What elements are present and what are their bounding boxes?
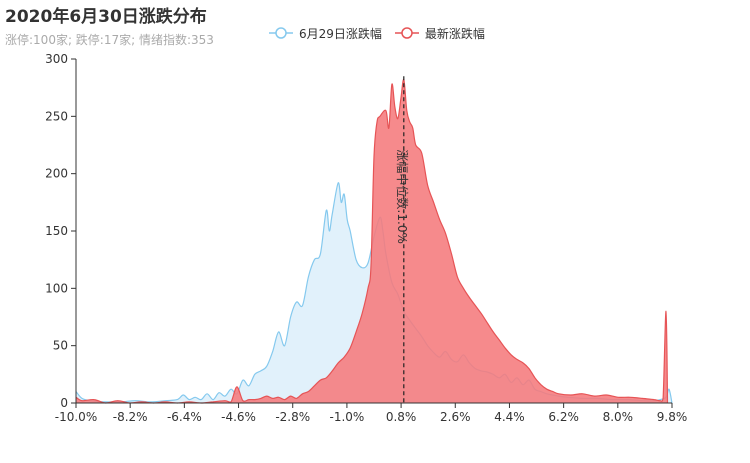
x-tick-label: 9.8% — [657, 410, 688, 424]
legend-item-latest[interactable]: 最新涨跌幅 — [394, 25, 485, 42]
axis-layer: 0 50 100 150 200 250 300 -10.0% -8.2% -6.4% -4.6% -… — [45, 52, 687, 424]
y-tick-label: 200 — [45, 167, 68, 181]
x-tick-label: -4.6% — [221, 410, 256, 424]
y-tick-label: 50 — [53, 339, 68, 353]
y-tick-label: 250 — [45, 109, 68, 123]
legend-label-latest: 最新涨跌幅 — [424, 26, 485, 41]
y-tick-label: 300 — [45, 52, 68, 66]
series-line-1 — [75, 78, 669, 404]
y-tick-label: 0 — [60, 396, 68, 410]
y-tick-label: 100 — [45, 281, 68, 295]
x-tick-label: -6.4% — [167, 410, 202, 424]
chart-legend: 6月29日涨跌幅 最新涨跌幅 — [268, 23, 497, 43]
x-tick-label: 8.0% — [603, 410, 634, 424]
x-tick-label: 4.4% — [494, 410, 525, 424]
x-tick-label: -1.0% — [329, 410, 364, 424]
x-tick-label: 2.6% — [440, 410, 471, 424]
chart-subtitle: 涨停:100家; 跌停:17家; 情绪指数:353 — [5, 33, 214, 47]
x-tick-label: 6.2% — [548, 410, 579, 424]
median-label: 涨幅中位数:1.0% — [395, 149, 410, 244]
legend-line-circle-icon — [269, 27, 293, 39]
legend-item-prev-day[interactable]: 6月29日涨跌幅 — [268, 25, 382, 42]
x-tick-label: -2.8% — [275, 410, 310, 424]
chart-title: 2020年6月30日涨跌分布 — [5, 7, 207, 27]
median-marker: 涨幅中位数:1.0% — [395, 76, 410, 403]
legend-label-prev-day: 6月29日涨跌幅 — [299, 26, 382, 41]
legend-line-circle-icon — [394, 27, 419, 39]
x-tick-label: -10.0% — [55, 410, 97, 424]
x-tick-label: -8.2% — [113, 410, 148, 424]
series-area-1 — [76, 79, 668, 403]
y-tick-label: 150 — [45, 224, 68, 238]
series-layer — [75, 78, 673, 404]
x-tick-label: 0.8% — [386, 410, 417, 424]
